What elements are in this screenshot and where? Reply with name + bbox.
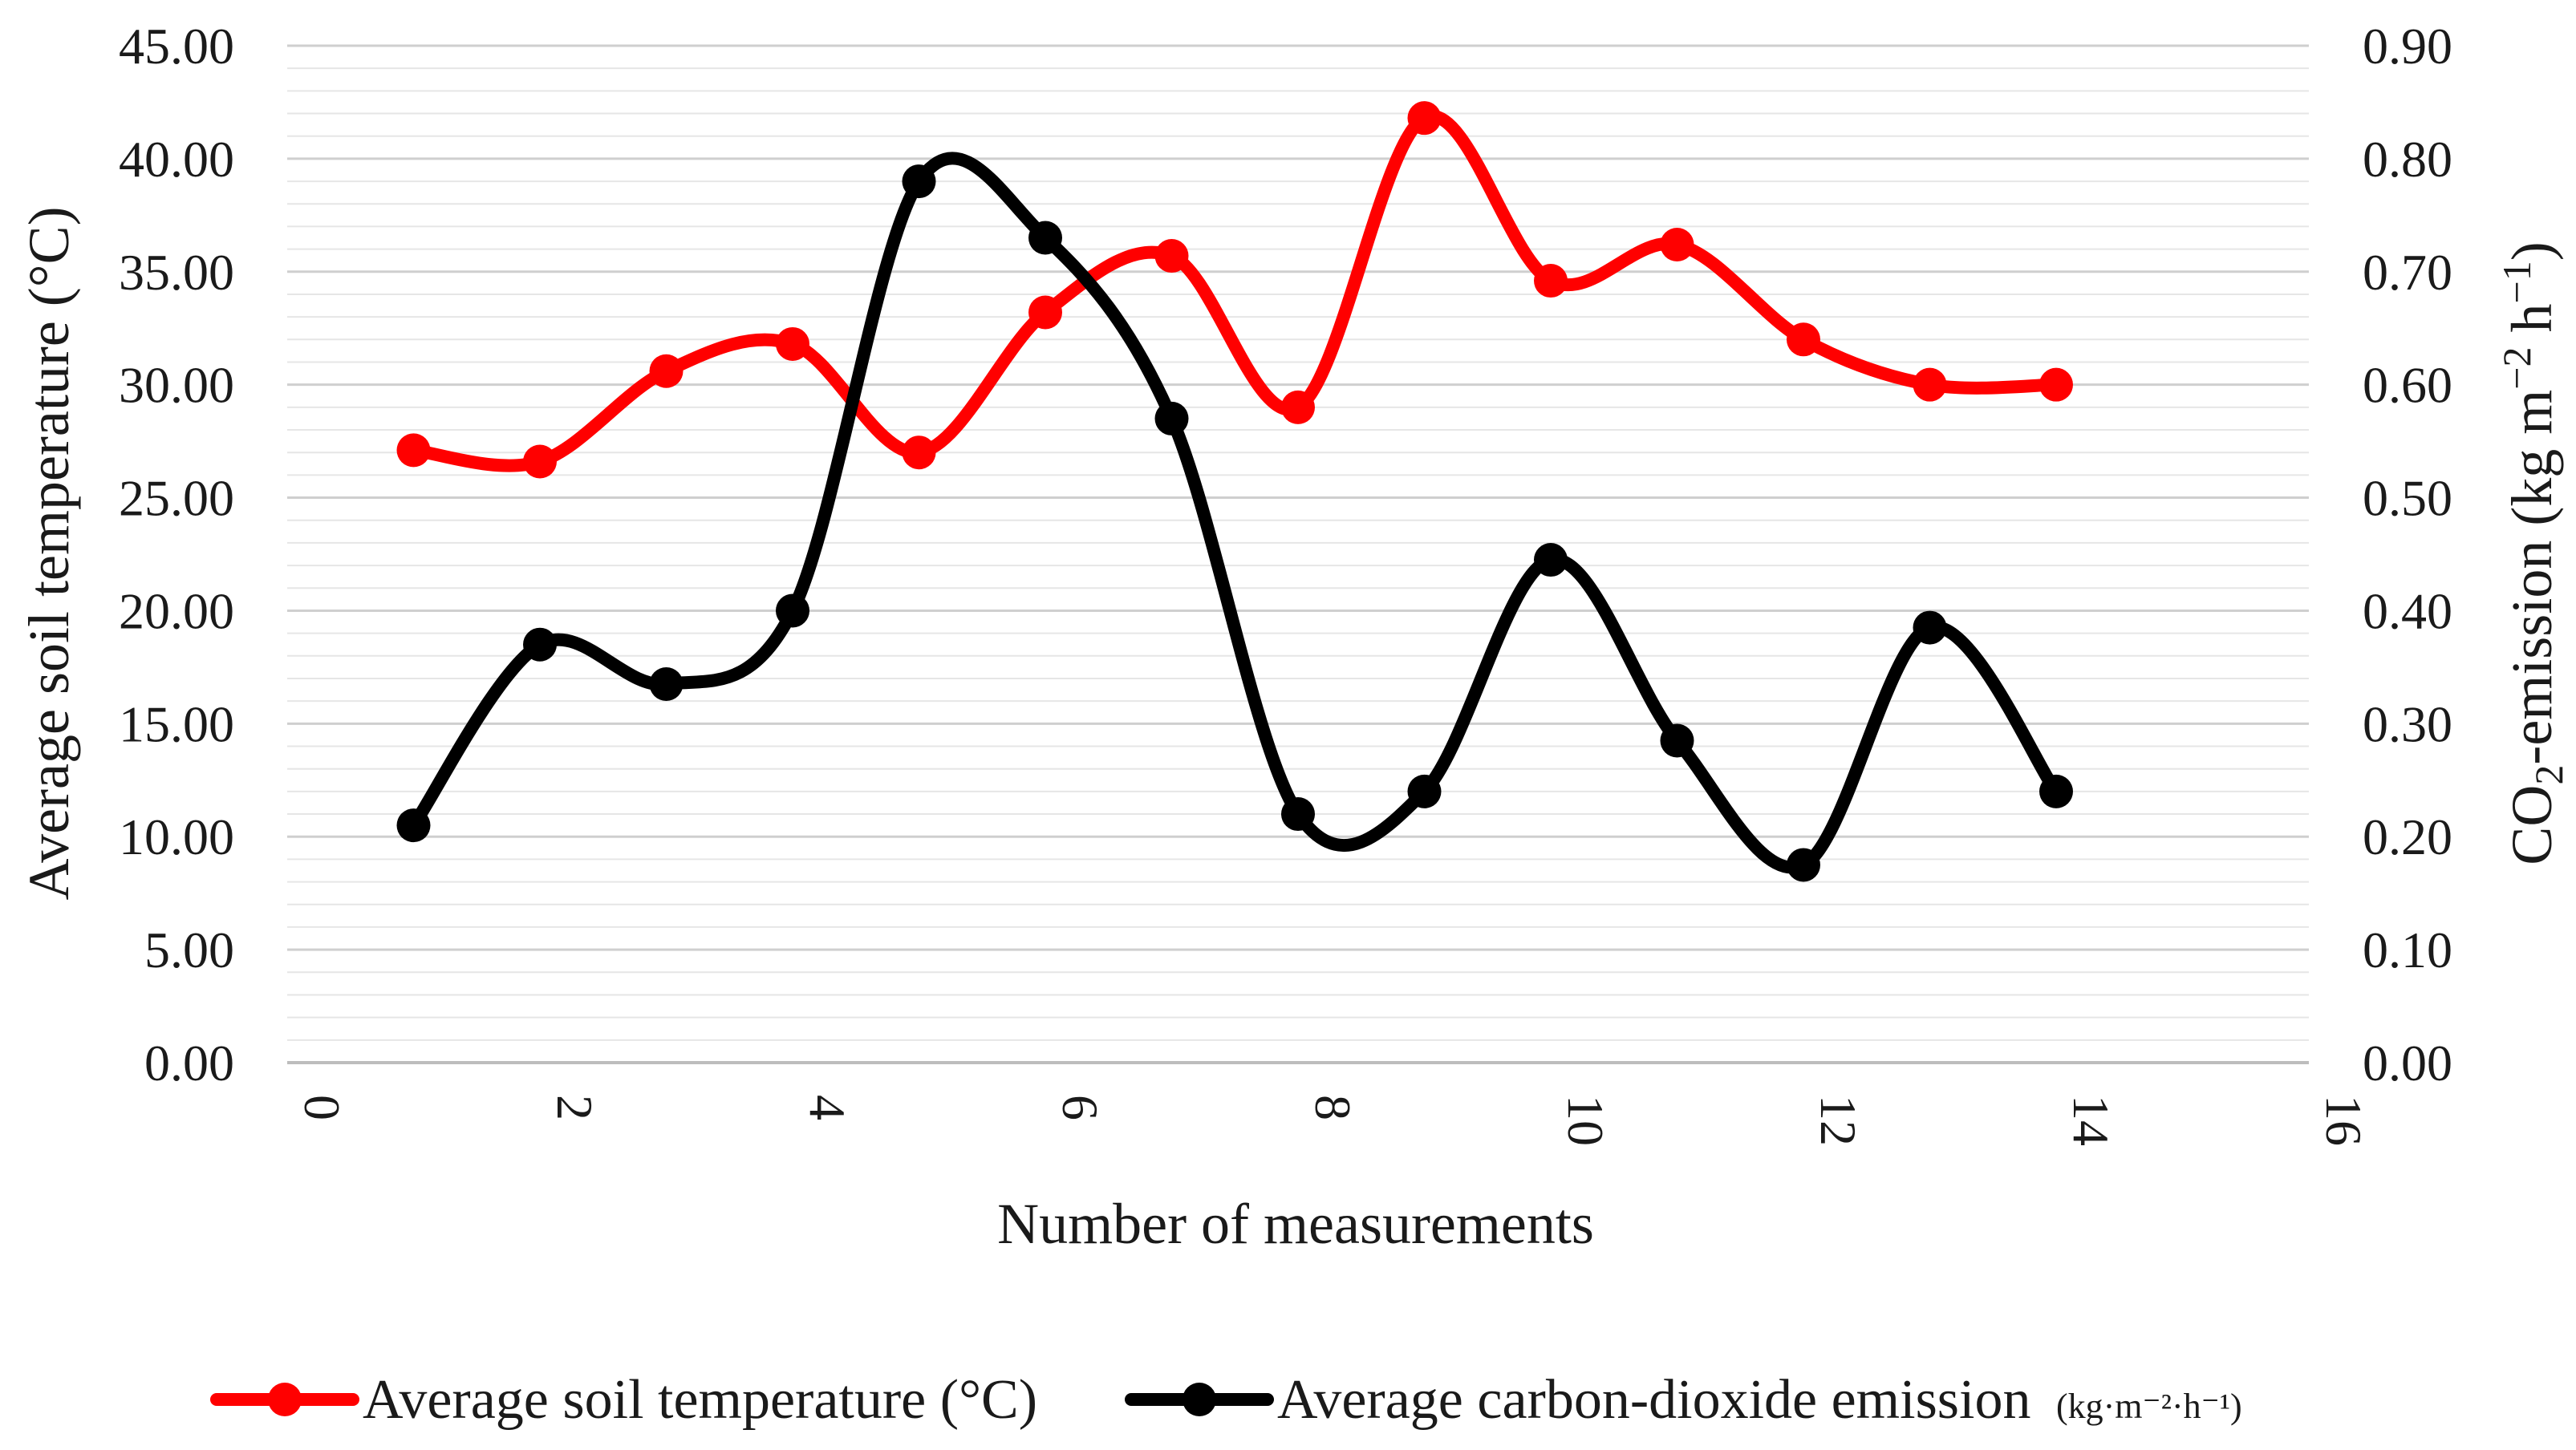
y-tick-label-left: 5.00 (144, 921, 234, 978)
data-point-temperature (649, 354, 684, 388)
x-tick-label: 12 (1810, 1095, 1867, 1146)
legend: Average soil temperature (°C) Average ca… (210, 1369, 2242, 1431)
data-point-co2 (1407, 774, 1442, 808)
data-point-temperature (1028, 295, 1062, 330)
y-tick-label-right: 0.70 (2363, 244, 2452, 301)
y-tick-label-left: 15.00 (119, 695, 234, 752)
x-tick-label: 16 (2315, 1095, 2372, 1146)
x-tick-label: 14 (2063, 1095, 2120, 1146)
data-point-temperature (1787, 322, 1820, 357)
data-point-temperature (1407, 101, 1442, 136)
y-tick-label-right: 0.40 (2363, 582, 2452, 639)
series-layer (396, 101, 2073, 882)
data-point-temperature (1154, 239, 1189, 273)
y-tick-label-left: 10.00 (119, 808, 234, 865)
y-axis-right-title-suffix: -emission (kg m (2500, 390, 2564, 765)
data-point-co2 (1660, 723, 1694, 758)
data-point-co2 (1154, 401, 1189, 435)
y-tick-label-right: 0.90 (2363, 18, 2452, 75)
data-point-temperature (1534, 264, 1568, 298)
data-point-co2 (1913, 610, 1947, 645)
legend-label-co2-name: Average carbon-dioxide emission (1277, 1369, 2031, 1431)
y-tick-label-left: 25.00 (119, 470, 234, 527)
y-tick-label-right: 0.80 (2363, 131, 2452, 188)
x-tick-label: 6 (1052, 1095, 1109, 1120)
data-point-temperature (2039, 367, 2073, 402)
y-tick-label-right: 0.00 (2363, 1035, 2452, 1092)
data-point-temperature (1913, 367, 1947, 402)
y-axis-left-title: Average soil temperature (°C) (17, 206, 81, 900)
data-point-co2 (1534, 543, 1568, 577)
x-tick-label: 4 (799, 1095, 856, 1120)
data-point-temperature (1281, 390, 1315, 424)
series-temperature (396, 101, 2073, 479)
x-tick-label: 10 (1557, 1095, 1614, 1146)
data-point-co2 (1028, 221, 1062, 255)
y-axis-right-title-end: ) (2500, 241, 2564, 261)
legend-item-co2: Average carbon-dioxide emission (kg·m⁻²·… (1125, 1369, 2242, 1431)
x-axis: 0 2 4 6 8 10 12 14 16 (287, 1061, 2372, 1146)
y-axis-right-title-middle: h (2500, 303, 2564, 346)
y-tick-label-right: 0.20 (2363, 808, 2452, 865)
y-tick-label-left: 35.00 (119, 244, 234, 301)
y-axis-right-title: CO2-emission (kg m−2 h−1) (2494, 241, 2571, 865)
legend-swatch-co2-marker (1183, 1383, 1216, 1416)
y-axis-right: 0.00 0.10 0.20 0.30 0.40 0.50 0.60 0.70 0.80 0.90 (2363, 18, 2452, 1092)
y-tick-label-right: 0.30 (2363, 695, 2452, 752)
x-tick-label: 8 (1304, 1095, 1361, 1120)
data-point-co2 (1281, 797, 1315, 832)
series-line-temperature (407, 109, 2063, 472)
legend-label-temperature: Average soil temperature (°C) (363, 1369, 1037, 1431)
data-point-co2 (396, 808, 431, 843)
data-point-temperature (396, 433, 431, 468)
y-tick-label-left: 0.00 (144, 1035, 234, 1092)
y-tick-label-left: 45.00 (119, 18, 234, 75)
y-tick-label-left: 30.00 (119, 357, 234, 414)
legend-label-co2: Average carbon-dioxide emission (kg·m⁻²·… (1277, 1369, 2242, 1431)
data-point-co2 (649, 667, 684, 702)
y-axis-left: 0.00 5.00 10.00 15.00 20.00 25.00 30.00 35.00 40… (119, 18, 234, 1092)
y-tick-label-left: 40.00 (119, 131, 234, 188)
y-tick-label-right: 0.50 (2363, 470, 2452, 527)
x-axis-title: Number of measurements (997, 1192, 1594, 1256)
gridlines (287, 44, 2309, 1041)
y-axis-right-title-sup1: −2 (2494, 346, 2539, 389)
data-point-co2 (776, 593, 809, 628)
y-tick-label-left: 20.00 (119, 582, 234, 639)
y-axis-right-title-sup2: −1 (2494, 261, 2539, 303)
data-point-co2 (1787, 848, 1820, 882)
y-axis-right-title-subscript: 2 (2526, 765, 2571, 785)
data-point-co2 (902, 164, 936, 199)
x-tick-label: 2 (546, 1095, 603, 1120)
legend-label-co2-unit: (kg·m⁻²·h⁻¹) (2056, 1387, 2242, 1426)
series-co2 (396, 152, 2073, 882)
data-point-temperature (523, 444, 557, 479)
y-tick-label-right: 0.10 (2363, 921, 2452, 978)
data-point-temperature (1660, 227, 1694, 261)
data-point-co2 (2039, 774, 2073, 808)
y-axis-right-title-prefix: CO (2500, 785, 2564, 865)
series-line-co2 (407, 152, 2063, 874)
legend-item-temperature: Average soil temperature (°C) (210, 1369, 1037, 1431)
data-point-temperature (902, 435, 936, 470)
y-tick-label-right: 0.60 (2363, 357, 2452, 414)
legend-swatch-temperature-marker (268, 1383, 302, 1416)
data-point-co2 (523, 627, 557, 662)
data-point-temperature (776, 326, 809, 361)
x-tick-label: 0 (294, 1095, 351, 1120)
